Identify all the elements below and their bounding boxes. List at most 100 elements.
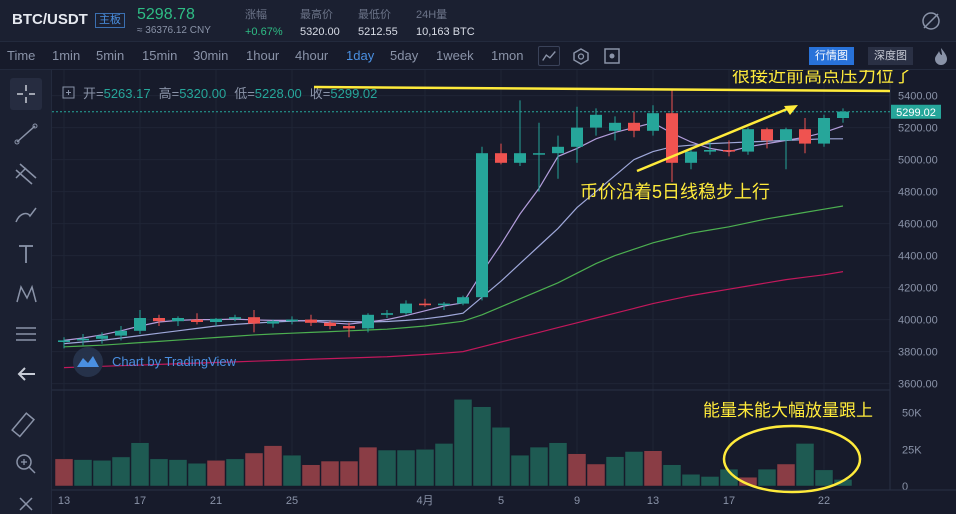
volume-bar [206,460,226,487]
tf-15min[interactable]: 15min [142,48,178,63]
low-value: 5228.00 [255,86,302,101]
candle [77,334,89,346]
volume-stat: 24H量 10,163 BTC [416,6,475,38]
fib-icon[interactable] [10,158,42,190]
tf-1hour[interactable]: 1hour [246,48,280,63]
back-arrow-icon[interactable] [10,358,42,390]
volume-bar [453,399,473,487]
price-tick-label: 5000.00 [898,155,938,167]
volume-bar [225,458,245,487]
volume-bar [586,463,606,487]
volume-tick-label: 0 [902,481,908,493]
annotation-layer: 很接近前高点压力位了 币价沿着5日线稳步上行 能量未能大幅放量跟上 [313,66,912,494]
candle [362,313,374,333]
chart-area[interactable]: 3600.00 3800.00 4000.00 4200.00 4400.00 4600.… [52,66,956,514]
time-tick-label: 25 [286,495,298,507]
measure-icon[interactable] [10,318,42,350]
volume-bar [244,452,264,487]
ma5-line [63,122,844,341]
depth-view-button[interactable]: 深度图 [868,47,913,65]
candle [58,337,70,349]
eye-off-icon[interactable] [920,10,942,32]
tf-time[interactable]: Time [7,48,36,63]
high-label: 最高价 [300,9,333,21]
volume-bar [434,443,454,487]
candle [115,326,127,341]
last-price: 5298.78 [137,6,195,23]
price-tick-label: 4200.00 [898,283,938,295]
brush-icon[interactable] [10,198,42,230]
fullscreen-icon[interactable] [601,46,623,66]
candle [552,135,564,179]
ruler-icon[interactable] [10,410,42,442]
time-tick-label: 4月 [416,495,433,507]
candle-body [761,129,773,141]
tf-1week[interactable]: 1week [436,48,474,63]
candle [324,321,336,330]
volume-bar [510,454,530,487]
tf-1mon[interactable]: 1mon [491,48,524,63]
pattern-icon[interactable] [10,278,42,310]
crosshair-icon[interactable] [10,78,42,110]
tf-30min[interactable]: 30min [193,48,229,63]
ohlc-legend: 开=5263.17 高=5320.00 低=5228.00 收=5299.02 [62,86,377,101]
volume-bar [263,445,283,487]
candle-body [647,113,659,131]
candle-view-button[interactable]: 行情图 [809,47,854,65]
volume-axis: 0 25K 50K [902,408,922,493]
candle [666,89,678,182]
candle-body [191,319,203,322]
volume-bar [472,406,492,487]
candle [457,295,469,306]
candle-body [685,151,697,163]
volume-bar [415,449,435,487]
volume-bar [301,464,321,487]
candle [210,318,222,326]
tf-5day[interactable]: 5day [390,48,419,63]
zoom-in-icon[interactable] [10,448,42,480]
volume-annotation: 能量未能大幅放量跟上 [703,401,873,420]
volume-bar [681,474,701,487]
volume-bar [529,446,549,487]
candle [495,143,507,165]
candle-body [533,153,545,155]
time-tick-label: 21 [210,495,222,507]
volume-bar [567,453,587,487]
close-label: 收= [310,86,331,101]
price-chart[interactable]: 3600.00 3800.00 4000.00 4200.00 4400.00 4600.… [52,66,956,514]
settings-icon[interactable] [570,46,592,66]
price-tick-label: 4400.00 [898,251,938,263]
watermark-text[interactable]: Chart by TradingView [112,354,237,369]
remove-icon[interactable] [10,488,42,514]
open-label: 开= [83,86,104,101]
candle-body [229,317,241,319]
candle-body [153,318,165,322]
volume-bar [643,450,663,487]
flame-icon[interactable] [932,46,950,66]
candle-body [419,303,431,306]
candle-body [552,146,564,154]
tradingview-watermark[interactable]: Chart by TradingView [73,347,237,377]
time-tick-label: 13 [58,495,70,507]
tf-1day[interactable]: 1day [346,48,375,63]
legend-toggle-icon[interactable] [62,86,75,99]
tf-1min[interactable]: 1min [52,48,81,63]
candle-body [723,150,735,152]
indicators-icon[interactable] [538,46,560,66]
volume-bar [605,456,625,487]
tf-5min[interactable]: 5min [96,48,125,63]
open-value: 5263.17 [104,86,151,101]
text-icon[interactable] [10,238,42,270]
candle [590,108,602,136]
candle-body [305,319,317,323]
tf-4hour[interactable]: 4hour [295,48,329,63]
high-label: 高= [159,86,180,101]
candle-body [438,303,450,306]
volume-bar [396,449,416,487]
pair-title[interactable]: BTC/USDT [12,11,88,28]
last-price-tag-label: 5299.02 [896,107,936,119]
low-stat: 最低价 5212.55 [358,6,398,38]
cny-price: ≈ 36376.12 CNY [137,25,211,36]
volume-bar [700,476,720,487]
trend-line-icon[interactable] [10,118,42,150]
